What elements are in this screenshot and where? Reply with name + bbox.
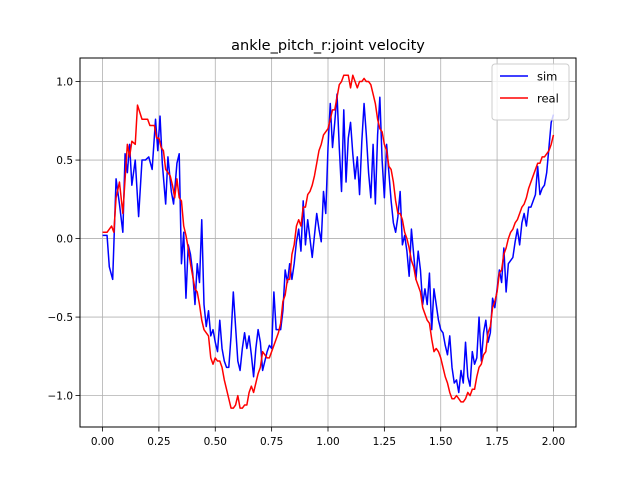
x-tick-label: 1.00 bbox=[316, 436, 339, 448]
x-tick-label: 1.75 bbox=[485, 436, 508, 448]
legend-box bbox=[491, 63, 570, 121]
series-line-real bbox=[102, 74, 555, 409]
y-tick-label: 0.5 bbox=[56, 155, 73, 167]
y-tick-label: −1.0 bbox=[48, 391, 74, 403]
x-tick-label: 0.50 bbox=[204, 436, 227, 448]
x-tick-label: 0.75 bbox=[260, 436, 283, 448]
x-tick-label: 1.25 bbox=[373, 436, 396, 448]
x-tick-label: 0.00 bbox=[91, 436, 114, 448]
x-tick-label: 0.25 bbox=[147, 436, 170, 448]
axis-ticks: 0.00 0.25 0.50 0.75 1.00 1.25 1.50 1.75 2.00 −1.0… bbox=[48, 77, 566, 448]
y-tick-label: 0.0 bbox=[56, 234, 73, 246]
series-lines bbox=[102, 74, 555, 409]
legend-label-real: real bbox=[537, 92, 559, 106]
chart-title: ankle_pitch_r:joint velocity bbox=[231, 38, 425, 54]
y-tick-label: −0.5 bbox=[48, 312, 74, 324]
x-tick-label: 2.00 bbox=[542, 436, 565, 448]
legend: sim real bbox=[491, 63, 570, 121]
legend-label-sim: sim bbox=[537, 70, 557, 84]
y-tick-label: 1.0 bbox=[56, 77, 73, 89]
x-tick-label: 1.50 bbox=[429, 436, 452, 448]
